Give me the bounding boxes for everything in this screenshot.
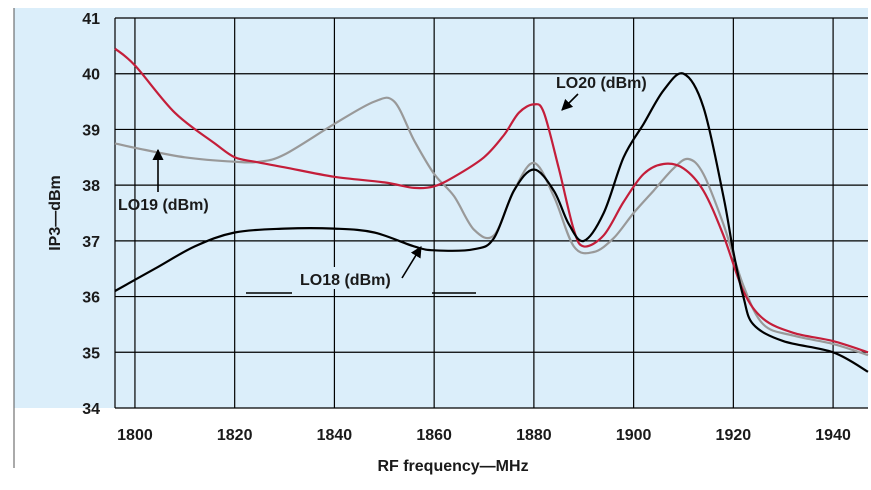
series-line-lo19 [114, 96, 869, 357]
x-tick-label: 1840 [317, 427, 353, 444]
y-tick-label: 39 [82, 122, 100, 139]
tick-labels: 34 35 36 37 38 39 40 41 1800 1820 1840 1860 1880 1900… [82, 11, 851, 444]
grid-lines [114, 17, 868, 409]
y-tick-label: 34 [82, 401, 100, 418]
y-axis-label: IP3—dBm [47, 175, 64, 251]
series-line-lo18 [114, 72, 869, 373]
series-layer [114, 47, 869, 373]
annotation-lo19: LO19 (dBm) [118, 197, 209, 214]
annotation-lo18-arrow [401, 246, 422, 279]
x-axis-label: RF frequency—MHz [377, 458, 528, 475]
annotation-lo20: LO20 (dBm) [556, 75, 647, 92]
annotation-lo20-arrow [561, 93, 579, 111]
annotation-lo18: LO18 (dBm) [300, 272, 391, 289]
x-tick-label: 1820 [217, 427, 253, 444]
x-tick-label: 1880 [516, 427, 552, 444]
annotations: LO20 (dBm) LO19 (dBm) LO18 (dBm) [118, 75, 647, 294]
y-tick-label: 38 [82, 178, 100, 195]
x-tick-label: 1860 [416, 427, 452, 444]
annotation-lo18-backdrop [296, 267, 428, 289]
y-tick-label: 40 [82, 67, 100, 84]
y-tick-label: 41 [82, 11, 100, 28]
series-line-lo20 [114, 47, 869, 354]
x-tick-label: 1800 [117, 427, 153, 444]
x-tick-label: 1940 [815, 427, 851, 444]
y-tick-label: 35 [82, 345, 100, 362]
y-tick-label: 37 [82, 234, 100, 251]
x-tick-label: 1920 [716, 427, 752, 444]
x-tick-label: 1900 [616, 427, 652, 444]
y-tick-label: 36 [82, 290, 100, 307]
